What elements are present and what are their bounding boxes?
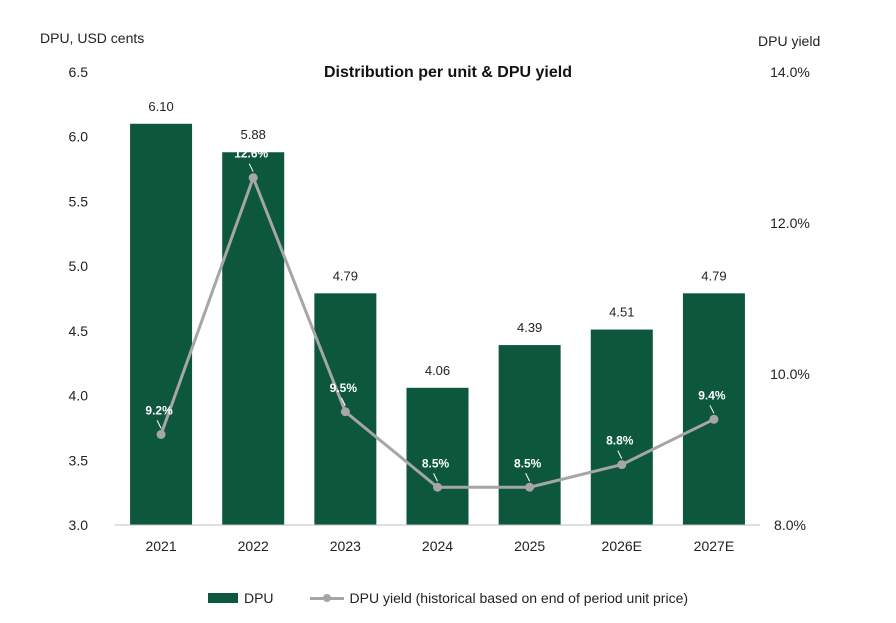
yield-label-leader [709,405,715,414]
y2-tick-label: 8.0% [774,517,806,533]
chart-plot: 3.0 3.5 4.0 4.5 5.0 5.5 6.0 6.5 8.0% 10.0% 12.0% 14… [69,64,810,554]
yield-label-leader [433,473,438,482]
bar-value-label: 4.79 [333,268,358,283]
bar-2024 [406,387,469,525]
legend-label-yield: DPU yield (historical based on end of pe… [349,590,689,606]
yield-value-label: 9.2% [145,403,173,417]
bar-2022 [222,152,285,525]
bar-2025 [498,345,561,525]
x-tick-label: 2025 [514,538,545,554]
legend-swatch-yield [309,593,344,603]
yield-label-leader [248,163,254,172]
yield-point [433,482,442,492]
legend-swatch-dpu [207,593,238,603]
legend: DPU DPU yield (historical based on end o… [0,590,896,606]
yield-point [709,414,719,424]
y-tick-label: 5.0 [69,258,89,274]
bar-value-label: 4.51 [609,305,634,320]
x-tick-label: 2022 [238,538,269,554]
x-tick-label: 2027E [694,538,734,554]
yield-label-leader [525,473,531,482]
yield-point [525,482,535,492]
yield-value-label: 12.6% [234,147,268,161]
y-tick-label: 3.0 [69,517,89,533]
chart-title: Distribution per unit & DPU yield [323,64,572,81]
y-tick-label: 5.5 [69,193,89,209]
x-tick-label: 2026E [602,538,642,554]
yield-label-leader [156,420,162,429]
legend-item-dpu: DPU [207,590,274,606]
bar-value-label: 4.06 [425,363,450,378]
yield-point [156,429,166,439]
y2-tick-label: 12.0% [770,215,810,231]
yield-value-label: 9.4% [698,388,726,402]
bar-2026E [590,329,653,525]
yield-value-label: 9.5% [330,381,358,395]
y-tick-label: 4.5 [69,323,89,339]
y2-tick-label: 10.0% [770,366,810,382]
y-axis-title: DPU, USD cents [40,30,145,46]
bar-value-label: 4.79 [701,268,726,283]
bar-value-label: 6.10 [148,99,173,114]
y2-tick-label: 14.0% [770,64,810,80]
y-tick-label: 4.0 [69,388,89,404]
y-tick-label: 3.5 [69,452,89,468]
legend-label-dpu: DPU [243,590,274,606]
bar-2021 [130,123,193,526]
y-tick-label: 6.5 [69,64,89,80]
yield-point [340,407,350,417]
yield-label-leader [617,450,623,459]
yield-value-label: 8.5% [514,456,542,470]
bar-value-label: 4.39 [517,320,542,335]
yield-value-label: 8.5% [422,456,450,470]
x-tick-label: 2024 [422,538,453,554]
y-tick-label: 6.0 [69,129,89,145]
x-tick-label: 2021 [145,538,176,554]
yield-value-label: 8.8% [606,434,634,448]
bar-value-label: 5.88 [241,127,266,142]
bar-2027E [682,293,745,525]
x-tick-label: 2023 [330,538,361,554]
yield-point [617,460,627,470]
yield-point [248,173,258,183]
yield-label-leader [340,397,346,406]
y2-axis-title: DPU yield [758,33,821,49]
legend-item-yield: DPU yield (historical based on end of pe… [309,590,689,606]
